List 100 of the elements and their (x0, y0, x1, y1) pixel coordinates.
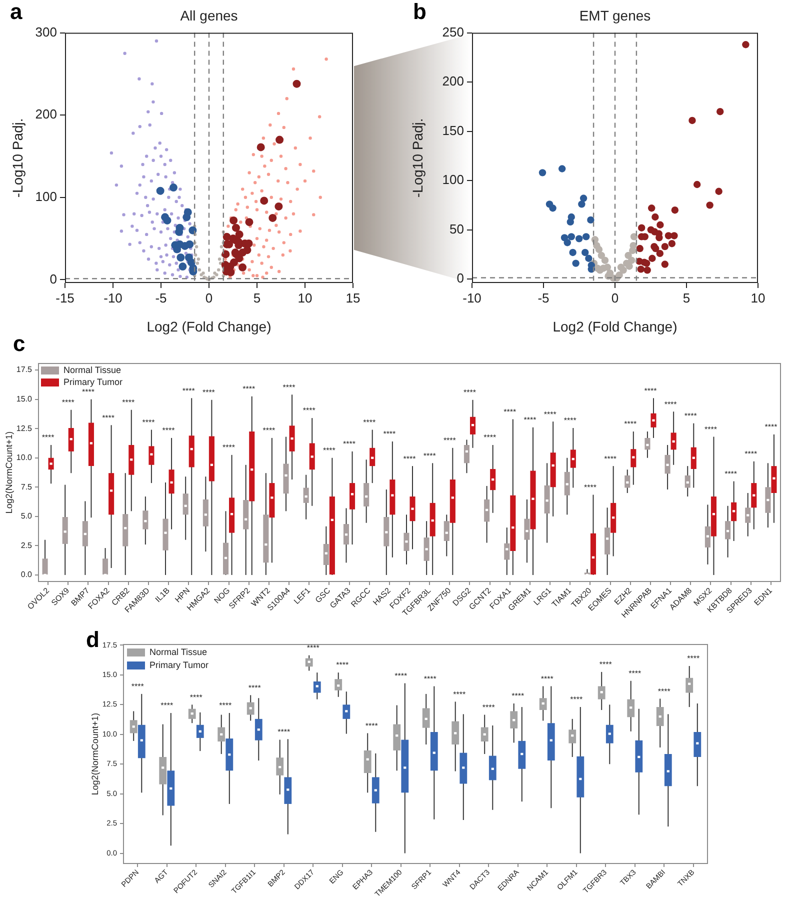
x-tick-label: 0 (205, 290, 213, 306)
annotation: **** (219, 701, 232, 710)
annotation: **** (365, 721, 378, 730)
annotation: **** (262, 426, 276, 436)
legend-label: Primary Tumor (64, 376, 123, 387)
x-tick-label: 5 (682, 290, 690, 306)
annotation: **** (464, 388, 476, 398)
legend-label: Primary Tumor (150, 660, 209, 670)
annotation: **** (424, 674, 436, 684)
x-tick-label: -5 (155, 290, 167, 306)
annotation: **** (102, 413, 115, 422)
x-tick-label: -5 (538, 290, 550, 306)
annotation: **** (443, 436, 456, 446)
annotation: **** (687, 654, 700, 664)
annotation: **** (684, 412, 697, 421)
annotation: **** (628, 669, 642, 678)
x-tick-label: -15 (56, 290, 74, 306)
annotation: **** (131, 682, 144, 692)
annotation: **** (584, 482, 596, 492)
text: a (10, 0, 23, 24)
annotation: **** (343, 440, 356, 449)
annotation: **** (42, 433, 54, 442)
x-tick-label: 10 (750, 290, 766, 306)
y-tick-label: 300 (35, 24, 57, 40)
annotation: **** (564, 416, 576, 426)
annotation: **** (504, 407, 516, 416)
annotation: **** (242, 384, 256, 394)
y-tick-label: 5.0 (20, 512, 33, 521)
chart-title: EMT genes (579, 7, 651, 24)
x-tick-label: 10 (298, 290, 312, 306)
annotation: **** (540, 674, 554, 684)
y-axis-title: Log2(NormCount+1) (90, 712, 100, 796)
annotation: **** (512, 692, 524, 701)
annotation: **** (599, 660, 612, 670)
annotation: **** (744, 450, 758, 459)
annotation: **** (764, 422, 778, 432)
annotation: **** (62, 398, 74, 408)
y-tick-label: 100 (442, 172, 464, 188)
annotation: **** (306, 644, 320, 652)
annotation: **** (302, 406, 316, 416)
annotation: **** (524, 416, 536, 425)
x-tick-label: 5 (253, 290, 261, 306)
y-tick-label: 7.5 (20, 482, 33, 492)
x-tick-label: 0 (611, 290, 619, 306)
annotation: **** (202, 388, 215, 398)
annotation: **** (664, 400, 677, 409)
y-axis-title: -Log10 Padj. (9, 118, 26, 198)
y-tick-label: 0 (50, 271, 57, 286)
annotation: **** (248, 683, 261, 692)
x-tick-label: -10 (104, 290, 122, 306)
annotation: **** (544, 410, 556, 419)
y-tick-label: 15.0 (16, 394, 33, 404)
text: c (13, 331, 26, 356)
x-tick-label: 15 (346, 290, 360, 306)
text: b (413, 0, 426, 24)
annotation: **** (282, 382, 296, 392)
y-tick-label: 12.5 (16, 424, 33, 433)
annotation: **** (484, 433, 496, 442)
text: d (86, 627, 100, 652)
annotation: **** (704, 424, 717, 434)
y-tick-label: 250 (442, 24, 464, 40)
annotation: **** (624, 420, 637, 429)
y-tick-label: 200 (35, 106, 57, 122)
annotation: **** (423, 451, 436, 460)
annotation: **** (604, 454, 617, 464)
annotation: **** (142, 418, 155, 427)
annotation: **** (453, 690, 466, 699)
x-axis-title: Log2 (Fold Change) (552, 318, 678, 334)
y-tick-label: 100 (35, 188, 57, 204)
annotation: **** (383, 430, 396, 439)
annotation: **** (644, 386, 657, 396)
annotation: **** (182, 386, 195, 396)
annotation: **** (570, 695, 583, 704)
y-tick-label: 17.5 (16, 365, 33, 374)
legend-label: Normal Tissue (64, 364, 122, 375)
y-tick-label: 2.5 (20, 540, 33, 550)
y-axis-title: -Log10 Padj. (409, 118, 426, 198)
annotation: **** (322, 446, 336, 456)
legend-label: Normal Tissue (150, 646, 208, 657)
y-tick-label: 150 (442, 122, 464, 138)
annotation: **** (336, 660, 349, 670)
x-tick-label: -10 (462, 290, 482, 306)
annotation: **** (403, 454, 416, 464)
chart-title: All genes (180, 7, 238, 24)
y-tick-label: 0 (456, 270, 464, 286)
annotation: **** (658, 686, 670, 696)
annotation: **** (222, 443, 235, 452)
y-tick-label: 10.0 (16, 453, 33, 462)
y-tick-label: 50 (450, 221, 464, 236)
annotation: **** (394, 671, 408, 680)
annotation: **** (278, 727, 290, 736)
annotation: **** (724, 469, 738, 478)
y-tick-label: 200 (442, 74, 464, 89)
annotation: **** (482, 702, 495, 712)
annotation: **** (363, 418, 376, 427)
annotation: **** (162, 426, 175, 436)
annotation: **** (190, 692, 202, 702)
y-tick-label: 0.0 (20, 570, 33, 580)
x-axis-title: Log2 (Fold Change) (146, 318, 272, 334)
annotation: **** (160, 701, 174, 710)
